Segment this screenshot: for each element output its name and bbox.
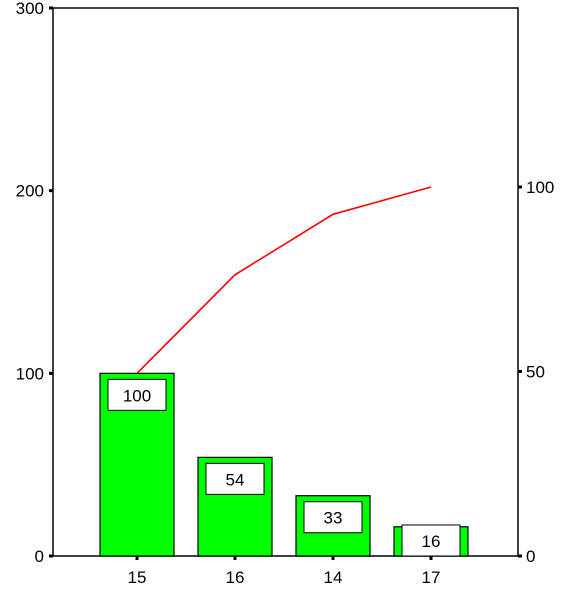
right-tick-mark — [518, 185, 522, 189]
left-tick-mark — [49, 371, 53, 375]
x-tick-mark — [429, 556, 433, 560]
data-label-text: 54 — [226, 470, 245, 489]
data-label-box — [401, 524, 461, 557]
data-label-box — [205, 462, 265, 495]
data-label-box — [107, 378, 167, 411]
data-label-box — [303, 501, 363, 534]
left-tick-mark — [49, 6, 53, 10]
x-tick-label: 15 — [128, 568, 147, 587]
data-label: 100 — [107, 378, 167, 411]
data-labels: 100 54 33 16 — [107, 378, 461, 557]
right-tick-mark — [518, 554, 522, 558]
right-tick-mark — [518, 369, 522, 373]
data-label-text: 100 — [123, 386, 151, 405]
left-tick-label: 0 — [35, 547, 44, 566]
data-label: 33 — [303, 501, 363, 534]
right-tick-label: 100 — [526, 178, 554, 197]
left-tick-label: 100 — [16, 364, 44, 383]
left-axis-ticks: 0 100 200 300 — [16, 0, 53, 566]
left-tick-mark — [49, 189, 53, 193]
x-tick-mark — [331, 556, 335, 560]
data-label: 16 — [401, 524, 461, 557]
left-tick-mark — [49, 554, 53, 558]
x-axis-ticks: 15 16 14 17 — [128, 556, 441, 587]
right-tick-label: 0 — [526, 547, 535, 566]
data-label: 54 — [205, 462, 265, 495]
x-tick-mark — [135, 556, 139, 560]
x-tick-label: 14 — [324, 568, 343, 587]
x-tick-label: 17 — [422, 568, 441, 587]
right-axis-ticks: 0 50 100 — [518, 178, 554, 566]
left-tick-label: 300 — [16, 0, 44, 18]
left-tick-label: 200 — [16, 182, 44, 201]
data-label-text: 33 — [324, 509, 343, 528]
cumulative-line-series — [136, 186, 432, 374]
right-tick-label: 50 — [526, 362, 545, 381]
data-label-text: 16 — [422, 532, 441, 551]
cumulative-line — [136, 186, 432, 374]
x-tick-label: 16 — [226, 568, 245, 587]
x-tick-mark — [233, 556, 237, 560]
